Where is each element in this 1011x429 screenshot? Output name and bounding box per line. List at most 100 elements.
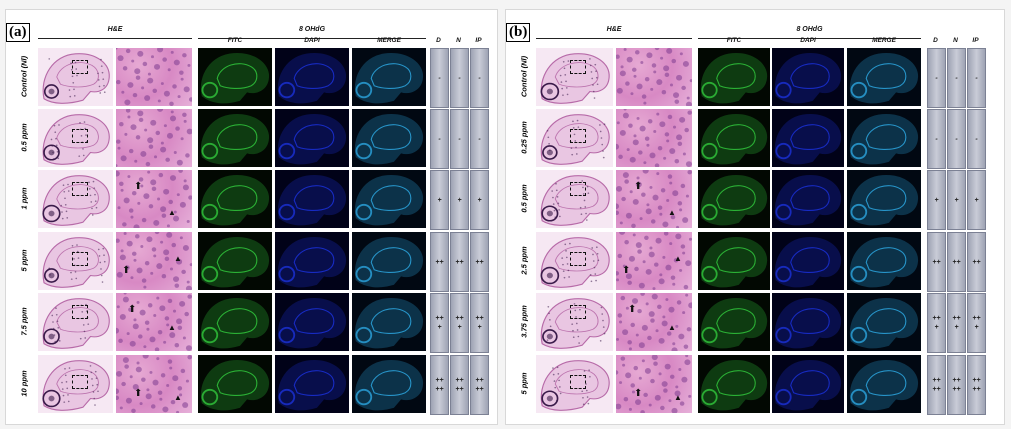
he-head-image <box>38 48 113 106</box>
grade-n: ++ + <box>450 293 469 353</box>
arrow-marker: ⬆ <box>634 388 643 399</box>
he-group-rule <box>536 38 692 39</box>
row-label: 5 ppm <box>519 372 529 395</box>
arrow-marker: ⬆ <box>122 265 131 276</box>
row-label: Control (Nl) <box>519 55 529 98</box>
col-d-header: D <box>933 37 938 44</box>
dapi-image <box>275 232 349 290</box>
grade-d: ++ <box>927 232 946 292</box>
grade-n: ++ + <box>947 293 966 353</box>
merge-image <box>847 293 921 351</box>
col-n-header: N <box>953 37 958 44</box>
grade-ip: ++ <box>967 232 986 292</box>
region-of-interest-box <box>570 182 586 196</box>
arrow-marker: ⬆ <box>134 388 143 399</box>
row-label: 0.5 ppm <box>519 184 529 213</box>
he-group-rule <box>38 38 192 39</box>
region-of-interest-box <box>570 375 586 389</box>
grade-ip: ++ <box>470 232 489 292</box>
grade-d: ++ ++ <box>927 355 946 415</box>
he-zoom-image <box>116 48 192 106</box>
he-head-image <box>536 232 613 290</box>
merge-image <box>352 109 426 167</box>
arrow-marker: ⬆ <box>628 304 637 315</box>
grade-d: - <box>430 109 449 169</box>
grade-d: - <box>927 48 946 108</box>
grade-n: - <box>450 48 469 108</box>
merge-image <box>352 232 426 290</box>
region-of-interest-box <box>570 252 586 266</box>
grade-ip: + <box>967 170 986 230</box>
row-label: 0.5 ppm <box>19 123 29 152</box>
he-group-header: H&E <box>606 26 622 33</box>
grade-n: - <box>947 109 966 169</box>
grade-d: - <box>430 48 449 108</box>
he-zoom-image <box>616 170 692 228</box>
col-dapi-header: DAPI <box>800 37 816 44</box>
grade-n: ++ <box>947 232 966 292</box>
grade-ip: ++ ++ <box>967 355 986 415</box>
grade-d: ++ + <box>927 293 946 353</box>
dapi-image <box>772 48 844 106</box>
dapi-image <box>772 170 844 228</box>
merge-image <box>847 355 921 413</box>
grade-n: ++ <box>450 232 469 292</box>
grade-n: - <box>450 109 469 169</box>
merge-image <box>352 293 426 351</box>
col-fitc-header: FITC <box>227 37 243 44</box>
fitc-image <box>698 232 770 290</box>
grade-n: ++ ++ <box>450 355 469 415</box>
dapi-image <box>275 293 349 351</box>
arrowhead-marker: ▲ <box>174 254 182 263</box>
fitc-image <box>698 109 770 167</box>
he-head-image <box>536 355 613 413</box>
fitc-image <box>198 293 272 351</box>
fitc-image <box>698 170 770 228</box>
col-merge-header: MERGE <box>377 37 401 44</box>
arrow-marker: ⬆ <box>128 304 137 315</box>
ohdg-group-rule <box>698 38 921 39</box>
arrow-marker: ⬆ <box>622 265 631 276</box>
region-of-interest-box <box>72 182 88 196</box>
grade-ip: - <box>967 48 986 108</box>
he-head-image <box>536 293 613 351</box>
dapi-image <box>275 48 349 106</box>
grade-n: + <box>947 170 966 230</box>
he-zoom-image <box>616 355 692 413</box>
arrowhead-marker: ▲ <box>168 323 176 332</box>
grade-ip: - <box>967 109 986 169</box>
region-of-interest-box <box>72 252 88 266</box>
merge-image <box>352 170 426 228</box>
grade-ip: ++ ++ <box>470 355 489 415</box>
dapi-image <box>772 355 844 413</box>
arrow-marker: ⬆ <box>134 181 143 192</box>
col-dapi-header: DAPI <box>304 37 320 44</box>
grade-d: ++ ++ <box>430 355 449 415</box>
dapi-image <box>772 293 844 351</box>
he-zoom-image <box>116 232 192 290</box>
figure-panel-a: (a) H&E 8 OHdG FITC DAPI MERGE D N IP Control (Nl… <box>5 9 498 425</box>
fitc-image <box>198 355 272 413</box>
he-zoom-image <box>116 170 192 228</box>
grade-d: + <box>430 170 449 230</box>
he-zoom-image <box>616 293 692 351</box>
region-of-interest-box <box>570 129 586 143</box>
ohdg-group-rule <box>198 38 426 39</box>
he-zoom-image <box>616 109 692 167</box>
grade-ip: ++ + <box>470 293 489 353</box>
grade-ip: - <box>470 109 489 169</box>
row-label: 1 ppm <box>19 187 29 210</box>
row-label: 0.25 ppm <box>519 121 529 154</box>
he-head-image <box>38 293 113 351</box>
region-of-interest-box <box>72 129 88 143</box>
region-of-interest-box <box>72 60 88 74</box>
ohdg-group-header: 8 OHdG <box>298 26 326 33</box>
grade-d: ++ + <box>430 293 449 353</box>
row-label: 7.5 ppm <box>19 307 29 336</box>
row-label: 3.75 ppm <box>519 305 529 338</box>
arrowhead-marker: ▲ <box>168 208 176 217</box>
row-label: 5 ppm <box>19 249 29 272</box>
region-of-interest-box <box>72 305 88 319</box>
col-ip-header: IP <box>972 37 979 44</box>
merge-image <box>847 109 921 167</box>
